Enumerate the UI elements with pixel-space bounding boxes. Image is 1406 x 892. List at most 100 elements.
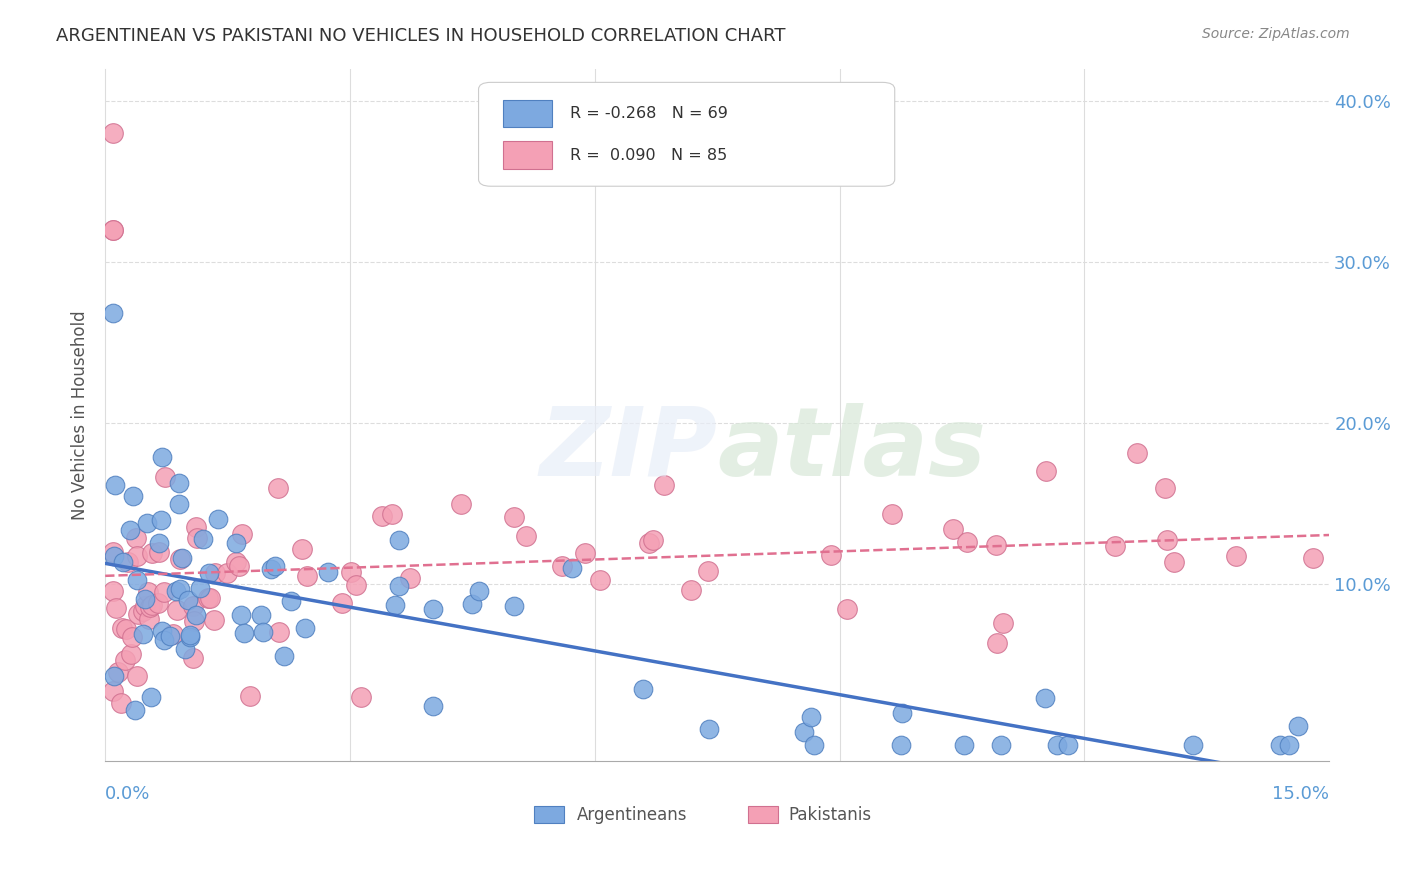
Point <box>103 684 125 698</box>
Point <box>103 222 125 236</box>
Point <box>561 561 583 575</box>
Text: 0.0%: 0.0% <box>105 785 150 803</box>
Point <box>134 591 156 606</box>
Point <box>956 535 979 549</box>
Point <box>217 566 239 581</box>
Point <box>503 510 526 524</box>
Point <box>233 626 256 640</box>
Point <box>316 566 339 580</box>
Point <box>117 555 139 569</box>
Point <box>207 512 229 526</box>
Point <box>803 738 825 752</box>
Point <box>103 669 125 683</box>
Point <box>184 520 207 534</box>
Text: ZIP: ZIP <box>540 403 717 496</box>
Point <box>1057 738 1080 752</box>
Point <box>118 523 141 537</box>
Point <box>191 532 214 546</box>
Point <box>149 513 172 527</box>
Point <box>136 585 159 599</box>
Point <box>173 641 195 656</box>
Text: atlas: atlas <box>717 403 986 496</box>
Point <box>589 574 612 588</box>
Point <box>122 489 145 503</box>
Point <box>197 591 219 605</box>
Point <box>124 703 146 717</box>
Point <box>188 582 211 596</box>
Point <box>551 559 574 574</box>
Point <box>450 497 472 511</box>
Point <box>681 583 703 598</box>
Point <box>141 690 163 705</box>
Bar <box>748 805 779 823</box>
Point <box>179 630 201 644</box>
Point <box>800 709 823 723</box>
Y-axis label: No Vehicles in Household: No Vehicles in Household <box>72 310 89 519</box>
Point <box>103 545 125 559</box>
Point <box>103 549 125 564</box>
Point <box>793 725 815 739</box>
Point <box>291 542 314 557</box>
Bar <box>503 141 553 169</box>
Point <box>1286 719 1309 733</box>
Point <box>225 536 247 550</box>
Text: Argentineans: Argentineans <box>576 805 688 824</box>
Point <box>148 536 170 550</box>
Point <box>503 599 526 613</box>
Point <box>121 630 143 644</box>
Point <box>835 602 858 616</box>
Point <box>111 555 134 569</box>
Point <box>1104 539 1126 553</box>
Point <box>183 650 205 665</box>
Point <box>641 533 664 547</box>
Point <box>134 599 156 614</box>
Point <box>125 669 148 683</box>
Point <box>183 614 205 628</box>
Point <box>388 579 411 593</box>
Point <box>132 626 155 640</box>
Point <box>952 738 974 752</box>
Point <box>344 577 367 591</box>
Point <box>181 599 204 613</box>
Text: 15.0%: 15.0% <box>1272 785 1329 803</box>
Point <box>1033 690 1056 705</box>
Point <box>638 536 661 550</box>
Point <box>422 602 444 616</box>
Point <box>371 509 394 524</box>
Point <box>652 478 675 492</box>
Point <box>1125 446 1147 460</box>
Point <box>115 622 138 636</box>
Bar <box>534 805 564 823</box>
Point <box>153 585 176 599</box>
Point <box>294 621 316 635</box>
Point <box>162 627 184 641</box>
FancyBboxPatch shape <box>478 82 894 186</box>
Point <box>252 624 274 639</box>
Point <box>138 612 160 626</box>
Text: Source: ZipAtlas.com: Source: ZipAtlas.com <box>1202 27 1350 41</box>
Text: R =  0.090   N = 85: R = 0.090 N = 85 <box>571 147 727 162</box>
Point <box>890 738 912 752</box>
Point <box>239 689 262 703</box>
Point <box>350 690 373 705</box>
Point <box>1163 556 1185 570</box>
Point <box>177 592 200 607</box>
Point <box>103 222 125 236</box>
Point <box>269 624 291 639</box>
Point <box>184 607 207 622</box>
Point <box>111 621 134 635</box>
Point <box>127 574 149 588</box>
Point <box>631 681 654 696</box>
Point <box>1302 551 1324 566</box>
Point <box>266 482 288 496</box>
Point <box>991 615 1014 630</box>
Text: ARGENTINEAN VS PAKISTANI NO VEHICLES IN HOUSEHOLD CORRELATION CHART: ARGENTINEAN VS PAKISTANI NO VEHICLES IN … <box>56 27 786 45</box>
Point <box>135 516 157 531</box>
Point <box>891 706 914 720</box>
Point <box>388 533 411 548</box>
Point <box>172 551 194 566</box>
Point <box>1268 738 1291 752</box>
Point <box>166 603 188 617</box>
Point <box>169 582 191 596</box>
Point <box>697 722 720 736</box>
